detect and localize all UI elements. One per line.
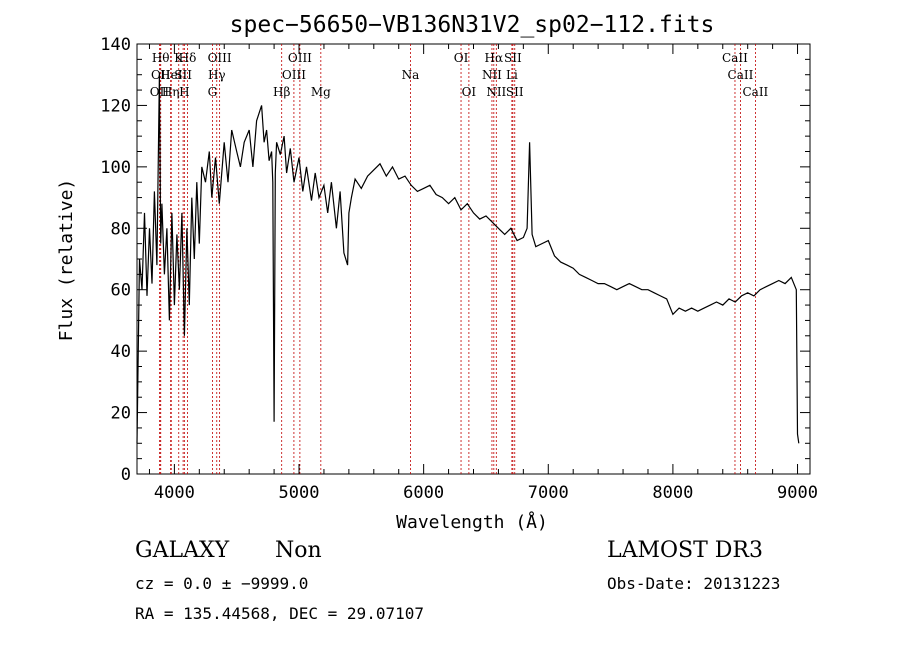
y-tick-label: 60 bbox=[111, 281, 131, 301]
x-tick-label: 6000 bbox=[403, 483, 444, 503]
spectral-line-label: OII bbox=[151, 68, 171, 82]
spectral-line-label: OIII bbox=[288, 51, 312, 65]
spectral-line-label: OI bbox=[454, 51, 469, 65]
spectral-line-label: Hδ bbox=[179, 51, 197, 65]
x-tick-label: 5000 bbox=[279, 483, 320, 503]
y-tick-label: 80 bbox=[111, 219, 131, 239]
y-tick-label: 140 bbox=[100, 35, 131, 55]
spectral-line-label: G bbox=[208, 85, 218, 99]
spectral-line-label: Hθ bbox=[152, 51, 170, 65]
x-tick-label: 9000 bbox=[777, 483, 818, 503]
spectrum-line bbox=[136, 74, 800, 444]
y-tick-label: 20 bbox=[111, 404, 131, 424]
spectral-line-label: SII bbox=[506, 85, 524, 99]
spectral-line-label: Hα bbox=[485, 51, 504, 65]
spectral-line-labels: OIIOIIHθHηHeIKSIIHHδGHγOIIIHβOIIIOIIIMgN… bbox=[150, 51, 769, 99]
chart-title: spec−56650−VB136N31V2_sp02−112.fits bbox=[230, 12, 715, 38]
plot-frame bbox=[136, 43, 811, 475]
spectral-line-label: CaII bbox=[722, 51, 748, 65]
spectral-line-markers bbox=[159, 44, 756, 474]
object-subclass: Non bbox=[275, 538, 322, 563]
x-tick-label: 8000 bbox=[652, 483, 693, 503]
spectral-line-label: Hη bbox=[162, 85, 180, 99]
y-axis-label: Flux (relative) bbox=[56, 179, 77, 342]
spectral-line-label: Mg bbox=[311, 85, 331, 99]
y-tick-label: 0 bbox=[121, 465, 131, 485]
y-tick-label: 40 bbox=[111, 342, 131, 362]
axis-ticks: 4000 5000 6000 7000 8000 9000 0 20 40 60 80 100 120 1… bbox=[100, 35, 818, 503]
object-class: GALAXY bbox=[135, 538, 230, 563]
survey-name: LAMOST DR3 bbox=[607, 538, 763, 563]
coordinates-readout: RA = 135.44568, DEC = 29.07107 bbox=[135, 604, 424, 623]
spectral-line-label: K bbox=[174, 51, 184, 65]
redshift-readout: cz = 0.0 ± −9999.0 bbox=[135, 574, 309, 593]
x-tick-label: 7000 bbox=[528, 483, 569, 503]
spectral-line-label: H bbox=[179, 85, 189, 99]
spectral-line-label: NII bbox=[482, 68, 502, 82]
x-tick-label: 4000 bbox=[154, 483, 195, 503]
observation-date: Obs-Date: 20131223 bbox=[607, 574, 781, 593]
y-tick-label: 120 bbox=[100, 96, 131, 116]
x-axis-label: Wavelength (Å) bbox=[396, 511, 548, 533]
spectral-line-label: SII bbox=[174, 68, 192, 82]
spectral-line-label: HeI bbox=[160, 68, 183, 82]
spectral-line-label: Li bbox=[506, 68, 518, 82]
spectral-line-label: NII bbox=[486, 85, 506, 99]
spectral-line-label: Na bbox=[402, 68, 420, 82]
spectral-line-label: CaII bbox=[728, 68, 754, 82]
spectral-line-label: SII bbox=[504, 51, 522, 65]
spectral-line-label: Hβ bbox=[273, 85, 290, 99]
spectral-line-label: Hγ bbox=[208, 68, 226, 82]
spectral-line-label: CaII bbox=[742, 85, 768, 99]
y-tick-label: 100 bbox=[100, 158, 131, 178]
spectral-line-label: OIII bbox=[208, 51, 232, 65]
spectral-line-label: OIII bbox=[282, 68, 306, 82]
spectral-line-label: OI bbox=[462, 85, 477, 99]
